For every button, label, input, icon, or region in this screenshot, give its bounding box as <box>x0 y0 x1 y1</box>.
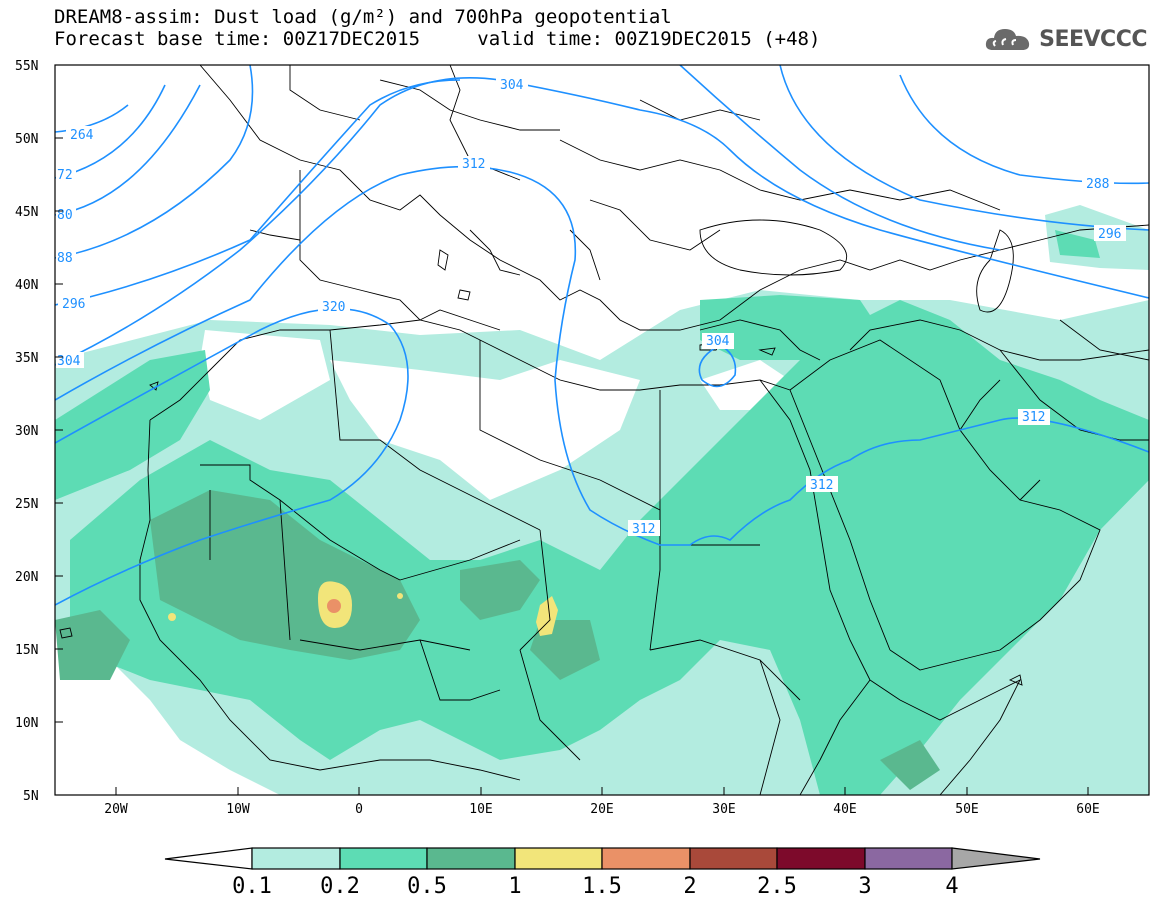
dust-area-0-2 <box>70 300 1149 795</box>
lon-label: 20E <box>590 802 613 817</box>
colorbar-label: 1.5 <box>582 874 622 899</box>
lon-label: 30E <box>712 802 735 817</box>
colorbar <box>164 847 1041 870</box>
colorbar-label: 1 <box>508 874 521 899</box>
dust-area-1 <box>168 613 176 621</box>
contour-304-east2 <box>679 65 1001 251</box>
dust-gap <box>330 360 640 500</box>
contour-320 <box>55 307 409 606</box>
dust-shading <box>55 205 1149 795</box>
title-base-time: Forecast base time: 00Z17DEC2015 <box>54 28 421 50</box>
contour-312 <box>55 165 1149 546</box>
logo-text: SEEVCCC <box>1039 26 1147 52</box>
colorbar-swatch-3 <box>864 847 953 870</box>
contour-label: 320 <box>322 300 345 315</box>
lat-label: 40N <box>15 278 38 293</box>
lat-label: 15N <box>15 643 38 658</box>
contour-label: 304 <box>706 334 730 349</box>
contour-labels: 264 72 80 88 296 304 304 312 320 304 312… <box>56 76 1126 537</box>
latitude-labels: 55N 50N 45N 40N 35N 30N 25N 20N 15N 10N … <box>15 59 39 804</box>
contour-label: 72 <box>57 168 73 183</box>
geopotential-contours <box>55 65 1149 606</box>
colorbar-label: 2 <box>683 874 696 899</box>
colorbar-label: 2.5 <box>757 874 797 899</box>
country-borders <box>59 65 1149 795</box>
contour-288-east <box>899 74 1149 185</box>
contour-296-east <box>779 65 1149 231</box>
map-title: DREAM8-assim: Dust load (g/m²) and 700hP… <box>54 6 820 50</box>
dust-area-1 <box>536 596 558 636</box>
dust-area-1 <box>397 593 403 599</box>
colorbar-min-arrow <box>164 847 253 870</box>
title-line-1: DREAM8-assim: Dust load (g/m²) and 700hP… <box>54 6 672 28</box>
contour-264 <box>55 104 129 133</box>
lat-label: 20N <box>15 570 38 585</box>
contour-label: 288 <box>1086 177 1109 192</box>
lat-label: 25N <box>15 497 38 512</box>
lat-label: 35N <box>15 351 38 366</box>
lon-label: 60E <box>1076 802 1099 817</box>
contour-label: 312 <box>632 522 655 537</box>
lon-label: 10W <box>226 802 250 817</box>
lon-label: 50E <box>955 802 978 817</box>
title-valid-time: valid time: 00Z19DEC2015 (+48) <box>477 28 821 50</box>
colorbar-swatch-1-5 <box>601 847 691 870</box>
colorbar-swatch-2-5 <box>776 847 866 870</box>
contour-label: 304 <box>500 78 524 93</box>
contour-label: 264 <box>70 128 94 143</box>
colorbar-label: 0.2 <box>320 874 360 899</box>
colorbar-swatch-0-1 <box>251 847 341 870</box>
colorbar-swatch-0-2 <box>339 847 428 870</box>
colorbar-swatch-2 <box>689 847 778 870</box>
dust-area-0-5 <box>880 740 940 790</box>
lon-label: 0 <box>355 802 363 817</box>
colorbar-swatch-1 <box>514 847 603 870</box>
contour-label: 312 <box>1022 410 1045 425</box>
colorbar-label: 0.5 <box>407 874 447 899</box>
contour-label: 312 <box>462 157 485 172</box>
dust-area-0-2 <box>55 350 210 500</box>
colorbar-max-arrow <box>951 847 1041 870</box>
colorbar-label: 0.1 <box>232 874 272 899</box>
lat-label: 30N <box>15 424 38 439</box>
dust-area-1-5 <box>327 599 341 613</box>
seevccc-logo: SEEVCCC <box>983 24 1147 54</box>
dust-area-0-5 <box>55 610 130 680</box>
colorbar-label: 3 <box>858 874 871 899</box>
contour-304-east <box>698 344 737 388</box>
dust-area-0-5 <box>530 620 600 680</box>
contour-label: 88 <box>57 251 73 266</box>
contour-288 <box>55 65 254 259</box>
lon-label: 10E <box>469 802 492 817</box>
dust-area-0-2 <box>700 295 880 360</box>
lon-label: 40E <box>833 802 856 817</box>
contour-label: 80 <box>57 208 73 223</box>
lat-label: 5N <box>23 789 39 804</box>
contour-296 <box>55 79 461 306</box>
contour-label: 296 <box>1098 227 1121 242</box>
contour-label: 304 <box>57 354 81 369</box>
cloud-icon <box>986 29 1030 50</box>
lat-label: 10N <box>15 716 38 731</box>
longitude-labels: 20W 10W 0 10E 20E 30E 40E 50E 60E <box>104 802 1099 817</box>
lat-label: 45N <box>15 205 38 220</box>
dust-area-0-5 <box>460 560 540 620</box>
dust-gap <box>200 330 330 420</box>
lat-label: 50N <box>15 132 38 147</box>
axis-ticks <box>55 64 1089 796</box>
contour-label: 296 <box>62 297 85 312</box>
contour-label: 312 <box>810 478 833 493</box>
contour-304-west <box>55 77 1149 366</box>
colorbar-label: 4 <box>945 874 958 899</box>
colorbar-swatch-0-5 <box>426 847 516 870</box>
dust-area-0-2 <box>1055 230 1100 258</box>
lat-label: 55N <box>15 59 38 74</box>
lon-label: 20W <box>104 802 128 817</box>
colorbar-labels: 0.1 0.2 0.5 1 1.5 2 2.5 3 4 <box>232 874 959 899</box>
